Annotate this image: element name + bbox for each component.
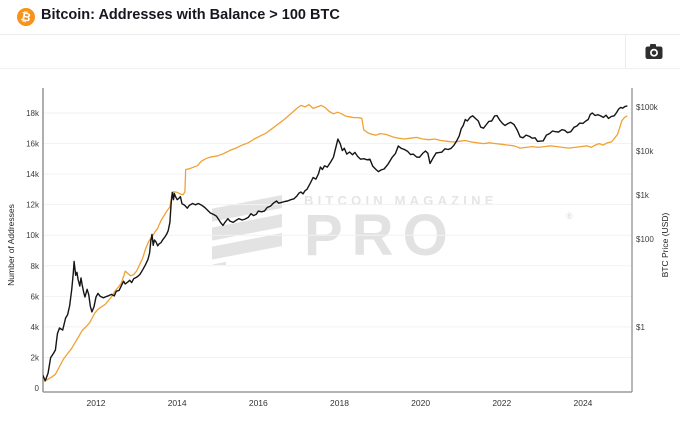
x-tick-label: 2012 [87, 398, 106, 408]
x-tick-label: 2020 [411, 398, 430, 408]
left-tick-label: 10k [26, 231, 40, 240]
screenshot-camera-button[interactable] [625, 35, 680, 68]
header-divider [0, 34, 680, 35]
x-tick-label: 2022 [492, 398, 511, 408]
right-axis-title: BTC Price (USD) [660, 212, 670, 277]
series-left [43, 103, 628, 383]
toolbar-divider [0, 68, 680, 69]
left-tick-label: 12k [26, 201, 40, 210]
right-tick-label: $100k [636, 103, 659, 112]
left-tick-label: 18k [26, 109, 40, 118]
series-right [43, 105, 628, 382]
left-tick-label: 16k [26, 140, 40, 149]
left-tick-label: 0 [35, 384, 40, 393]
right-tick-label: $100 [636, 235, 654, 244]
left-tick-label: 8k [31, 262, 40, 271]
x-tick-label: 2018 [330, 398, 349, 408]
left-axis-title: Number of Addresses [6, 204, 16, 286]
right-tick-label: $1 [636, 323, 645, 332]
bitcoin-icon: ₿ [17, 8, 35, 26]
x-tick-label: 2024 [573, 398, 592, 408]
left-tick-label: 6k [31, 292, 40, 301]
left-tick-label: 14k [26, 170, 40, 179]
right-tick-label: $10k [636, 147, 654, 156]
right-tick-label: $1k [636, 191, 650, 200]
x-tick-label: 2016 [249, 398, 268, 408]
x-tick-label: 2014 [168, 398, 187, 408]
left-tick-label: 4k [31, 323, 40, 332]
left-tick-label: 2k [31, 353, 40, 362]
page-title: Bitcoin: Addresses with Balance > 100 BT… [41, 7, 340, 23]
camera-icon [645, 44, 662, 59]
